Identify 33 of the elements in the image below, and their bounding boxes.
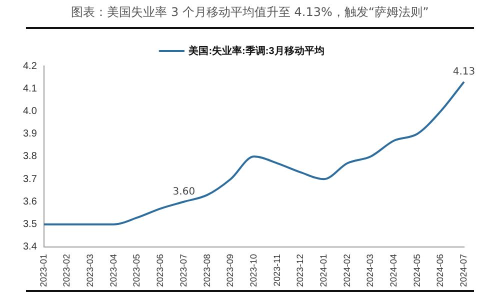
line-series — [42, 80, 465, 226]
x-tick-label: 2024-05 — [412, 254, 422, 287]
x-tick-label: 2023-12 — [295, 254, 306, 287]
y-tick-label: 3.4 — [22, 242, 38, 253]
y-tick-label: 4.0 — [22, 106, 38, 117]
y-tick-label: 3.9 — [22, 128, 38, 140]
x-tick-label: 2023-10 — [248, 254, 258, 287]
x-tick-label: 2023-05 — [132, 254, 142, 287]
y-tick-label: 4.1 — [22, 83, 38, 94]
x-tick-label: 2023-06 — [155, 254, 166, 287]
y-tick-label: 3.8 — [22, 151, 38, 162]
data-label: 4.13 — [452, 66, 476, 78]
x-tick-label: 2023-09 — [225, 254, 236, 287]
x-tick-label: 2023-02 — [62, 254, 72, 287]
x-tick-label: 2023-04 — [108, 254, 118, 287]
y-tick-label: 3.6 — [22, 196, 38, 208]
x-tick-label: 2023-03 — [85, 254, 96, 287]
x-tick-label: 2024-02 — [342, 254, 352, 287]
x-tick-label: 2024-06 — [435, 254, 446, 287]
x-tick-label: 2023-11 — [272, 254, 282, 286]
x-tick-label: 2023-08 — [202, 254, 212, 287]
x-tick-label: 2023-01 — [38, 254, 48, 287]
x-tick-label: 2023-07 — [178, 254, 188, 287]
x-tick-label: 2024-03 — [365, 254, 376, 287]
chart-title: 图表：美国失业率 3 个月移动平均值升至 4.13%，触发“萨姆法则” — [70, 4, 430, 21]
y-tick-label: 4.2 — [22, 60, 38, 72]
legend-label: 美国:失业率:季调:3月移动平均 — [188, 44, 324, 57]
y-tick-label: 3.5 — [22, 219, 38, 230]
x-tick-label: 2024-01 — [318, 254, 328, 287]
data-label: 3.60 — [172, 186, 196, 198]
x-tick-label: 2024-04 — [388, 254, 398, 287]
y-tick-label: 3.7 — [22, 174, 38, 185]
x-tick-label: 2024-07 — [458, 254, 468, 287]
